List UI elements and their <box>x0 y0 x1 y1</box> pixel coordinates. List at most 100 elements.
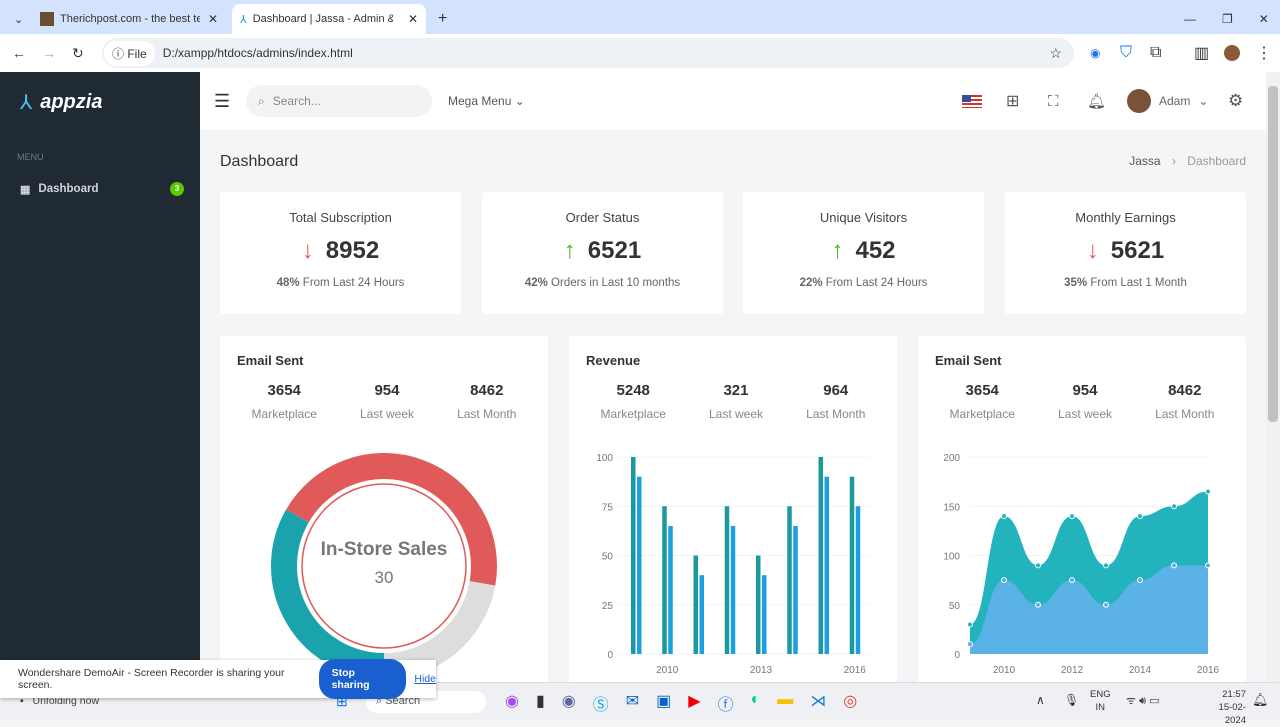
notification-icon[interactable]: 🔔︎ <box>1252 692 1269 707</box>
mega-menu-button[interactable]: Mega Menu ⌄ <box>448 94 525 108</box>
bookmark-star-icon[interactable]: ☆ <box>1049 44 1062 61</box>
forward-icon[interactable]: → <box>42 45 56 61</box>
sidebar-item-dashboard[interactable]: ▦ Dashboard 3 <box>20 182 184 196</box>
avatar <box>1127 89 1151 113</box>
breadcrumb: Jassa › Dashboard <box>1129 154 1246 168</box>
wifi-volume-battery-icons[interactable]: ᯤ 🔊︎ ▭ <box>1126 695 1160 707</box>
bar-A-2011 <box>693 555 698 654</box>
files-icon[interactable]: ▮ <box>535 693 545 710</box>
store-icon[interactable]: ▣ <box>656 693 672 710</box>
bar-B-2014 <box>793 525 798 654</box>
breadcrumb-jassa[interactable]: Jassa <box>1129 154 1161 168</box>
language-indicator[interactable]: ENG IN <box>1090 689 1111 713</box>
sidebar-item-label: Dashboard <box>38 183 99 195</box>
notification-bell-icon[interactable]: 🔔︎ <box>1087 93 1107 110</box>
url-chip-label: File <box>127 46 147 61</box>
chrome-icon[interactable]: ◎ <box>843 693 858 710</box>
point-A-2015 <box>1171 503 1177 510</box>
maximize-icon[interactable]: ❐ <box>1222 12 1233 26</box>
bar-A-2012 <box>724 506 730 654</box>
point-A-2014 <box>1137 513 1143 520</box>
browser-menu-icon[interactable]: ⋮ <box>1256 45 1272 62</box>
x-tick-label: 2010 <box>993 665 1016 676</box>
tray-overflow-icon[interactable]: ∧ <box>1036 693 1045 707</box>
file-explorer-icon[interactable]: ▬ <box>777 691 794 708</box>
site-info-chip[interactable]: ⓘ File <box>104 40 155 66</box>
us-flag-icon[interactable] <box>962 94 982 108</box>
extension-icon[interactable]: ◉ <box>1090 46 1101 60</box>
logo[interactable]: ⅄ appzia <box>20 90 102 115</box>
hide-button[interactable]: Hide <box>414 673 436 685</box>
apps-grid-icon[interactable]: ⊞ <box>1006 93 1020 110</box>
stat-pct: 22% <box>799 277 823 289</box>
close-tab-icon[interactable]: ✕ <box>207 12 218 26</box>
bar-A-2010 <box>662 506 667 654</box>
page-title: Dashboard <box>220 153 299 170</box>
tab-dashboard[interactable]: ⅄ Dashboard | Jassa - Admin & D ✕ <box>232 4 426 34</box>
user-menu[interactable]: Adam ⌄ <box>1127 89 1208 113</box>
copilot-icon[interactable]: ◉ <box>505 693 519 710</box>
metric: 5248 Marketplace <box>600 382 666 421</box>
page-scrollbar[interactable] <box>1266 72 1280 682</box>
url-field[interactable]: ⓘ File D:/xampp/htdocs/admins/index.html… <box>102 38 1074 68</box>
tab-list-button[interactable]: ⌄ <box>14 13 24 26</box>
microphone-icon[interactable]: 🎙︎ <box>1064 693 1080 707</box>
bar-chart: 0 25 50 75 100 2010 2013 2016 <box>596 453 869 676</box>
edge-icon[interactable]: ◐ <box>750 691 761 708</box>
fullscreen-icon[interactable]: ⛶ <box>1048 92 1059 110</box>
windows-start-icon[interactable]: ⊞ <box>336 693 348 709</box>
tab-therichpost[interactable]: Therichpost.com - the best tech ✕ <box>32 4 226 34</box>
close-window-icon[interactable]: ✕ <box>1258 12 1269 26</box>
y-tick-label: 0 <box>607 650 613 661</box>
bar-A-2014 <box>787 506 792 654</box>
mega-menu-label: Mega Menu <box>448 94 512 108</box>
bar-B-2016 <box>855 506 861 654</box>
metric: 954 Last week <box>359 382 414 421</box>
y-tick-label: 75 <box>602 502 614 513</box>
hamburger-menu-icon[interactable]: ☰ <box>214 90 231 111</box>
stat-value: 8952 <box>325 237 380 264</box>
minimize-icon[interactable]: — <box>1184 12 1196 26</box>
point-A-2009 <box>967 621 973 628</box>
back-icon[interactable]: ← <box>12 45 26 61</box>
point-A-2016 <box>1205 488 1211 495</box>
reload-icon[interactable]: ↻ <box>72 44 84 61</box>
point-A-2011 <box>1035 562 1041 569</box>
facebook-icon[interactable]: ⓕ <box>717 697 734 714</box>
bar-B-2013 <box>762 575 767 654</box>
breadcrumb-dashboard: Dashboard <box>1187 154 1246 168</box>
panel-title: Revenue <box>586 353 641 368</box>
bar-B-2009 <box>637 476 642 654</box>
search-input[interactable]: ⌕ Search... <box>246 85 432 117</box>
shield-extension-icon[interactable]: ⛉ <box>1120 44 1133 61</box>
y-tick-label: 0 <box>954 650 960 661</box>
stat-pct: 42% <box>524 277 548 289</box>
scrollbar-thumb[interactable] <box>1268 86 1278 422</box>
y-tick-label: 200 <box>943 453 960 464</box>
teams-icon[interactable]: ◉ <box>561 693 576 710</box>
point-B-2011 <box>1035 601 1041 608</box>
news-widget[interactable]: ▪ Unfolding now <box>20 695 100 707</box>
point-B-2009 <box>967 641 973 648</box>
logo-text: appzia <box>40 91 103 113</box>
close-tab-icon[interactable]: ✕ <box>407 12 418 26</box>
extensions-puzzle-icon[interactable]: ⧉ <box>1150 44 1162 61</box>
metric: 954 Last week <box>1057 382 1112 421</box>
stop-sharing-button[interactable]: Stop sharing <box>318 659 407 699</box>
metric: 8462 Last Month <box>1155 382 1215 421</box>
settings-gear-icon[interactable]: ⚙ <box>1228 91 1244 110</box>
stat-card-total-subscription: Total Subscription ↓ 8952 48% From Last 24 … <box>220 192 461 314</box>
side-panel-icon[interactable]: ▥ <box>1194 45 1210 62</box>
clock[interactable]: 21:57 15-02-2024 <box>1218 689 1246 726</box>
stat-note: Orders in Last 10 months <box>551 277 681 289</box>
stat-title: Order Status <box>565 210 640 225</box>
youtube-icon[interactable]: ▶ <box>688 693 701 710</box>
bar-A-2009 <box>631 457 636 654</box>
skype-icon[interactable]: Ⓢ <box>592 697 609 714</box>
new-tab-button[interactable]: + <box>438 10 448 27</box>
x-tick-label: 2010 <box>656 665 679 676</box>
vscode-icon[interactable]: ⋊ <box>810 693 827 710</box>
mail-icon[interactable]: ✉ <box>625 693 640 710</box>
stat-value: 452 <box>855 237 896 264</box>
profile-avatar[interactable] <box>1224 45 1240 61</box>
